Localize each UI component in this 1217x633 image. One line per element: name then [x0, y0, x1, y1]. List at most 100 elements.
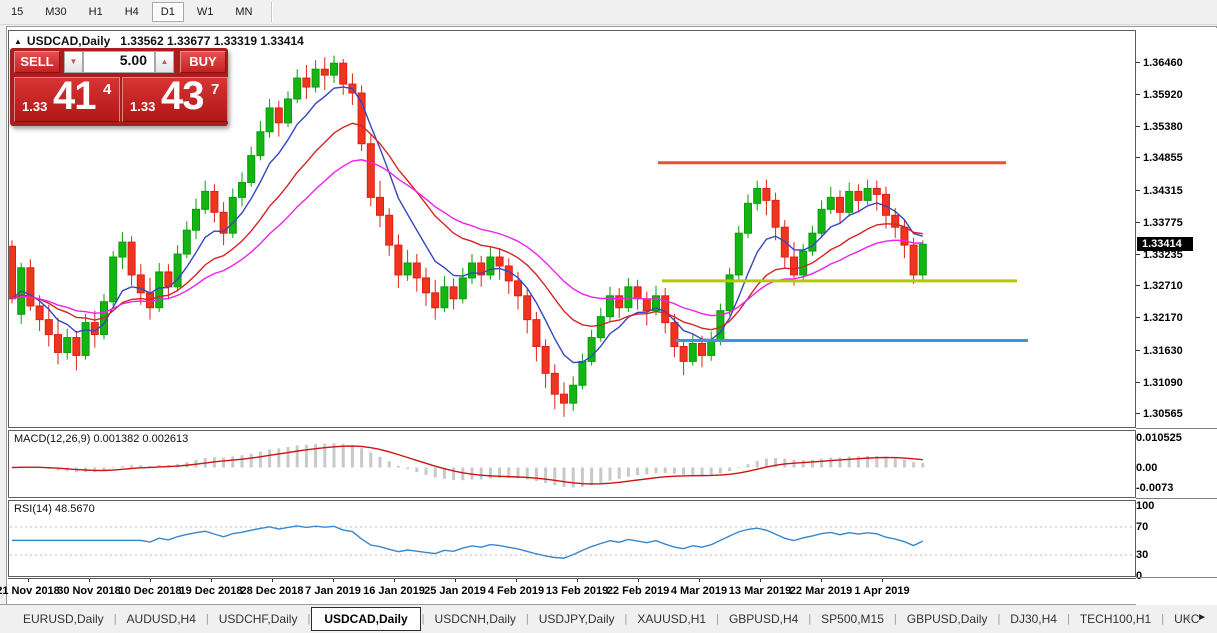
- volume-input[interactable]: 5.00: [83, 51, 155, 73]
- date-label: 1 Apr 2019: [854, 585, 910, 597]
- date-tick: [394, 579, 395, 582]
- date-label: 28 Dec 2018: [240, 585, 304, 597]
- chart-tab-tech100-h1[interactable]: TECH100,H1: [1079, 612, 1152, 626]
- one-click-trade-panel: SELL ▼ 5.00 ▲ BUY 1.33 41 4 1.33 43 7: [10, 48, 228, 126]
- chart-tab-usdcnh-daily[interactable]: USDCNH,Daily: [434, 612, 516, 626]
- rsi-label: RSI(14) 48.5670: [14, 503, 95, 515]
- chart-ohlc-values: 1.33562 1.33677 1.33319 1.33414: [120, 34, 304, 48]
- tab-scroll-left-icon[interactable]: ◄: [1183, 613, 1198, 622]
- buy-price-big: 43: [161, 74, 204, 118]
- tab-scroll-arrows: ◄►: [1183, 612, 1213, 623]
- chart-symbol: USDCAD,Daily: [26, 34, 111, 48]
- chart-tab-xauusd-h1[interactable]: XAUUSD,H1: [637, 612, 707, 626]
- timeframe-button-mn[interactable]: MN: [235, 6, 253, 18]
- chart-tab-dj30-h4[interactable]: DJ30,H4: [1010, 612, 1057, 626]
- date-label: 13 Feb 2019: [545, 585, 609, 597]
- panel-separator: [1136, 428, 1217, 429]
- chart-tab-sp500-m15[interactable]: SP500,M15: [821, 612, 884, 626]
- price-tick: 1.30565: [1136, 408, 1183, 420]
- timeframe-button-15[interactable]: 15: [11, 6, 24, 18]
- timeframe-button-d1[interactable]: D1: [151, 2, 184, 22]
- date-label: 21 Nov 2018: [0, 585, 60, 597]
- tab-separator: |: [525, 613, 529, 625]
- rsi-indicator-panel[interactable]: RSI(14) 48.5670: [8, 500, 1136, 577]
- timeframe-toolbar: 15 M30 H1 H4 D1 W1 MN: [0, 0, 1217, 25]
- tab-scroll-right-icon[interactable]: ►: [1197, 612, 1213, 623]
- sell-quote-button[interactable]: 1.33 41 4: [14, 74, 120, 122]
- panel-separator: [1136, 498, 1217, 499]
- date-label: 25 Jan 2019: [424, 585, 486, 597]
- panel-separator: [1136, 577, 1217, 578]
- timeframe-button-h4[interactable]: H4: [124, 6, 139, 18]
- date-tick: [28, 579, 29, 582]
- date-tick: [760, 579, 761, 582]
- volume-decrease-button[interactable]: ▼: [64, 51, 83, 73]
- price-tick: 1.33775: [1136, 217, 1183, 229]
- tab-separator: |: [307, 613, 311, 625]
- timeframe-button-m30[interactable]: M30: [45, 6, 67, 18]
- tab-separator: |: [624, 613, 628, 625]
- tab-separator: |: [205, 613, 209, 625]
- date-tick: [211, 579, 212, 582]
- date-tick: [638, 579, 639, 582]
- buy-button[interactable]: BUY: [180, 51, 226, 73]
- tab-separator: |: [716, 613, 719, 625]
- price-tick: 1.36460: [1136, 57, 1183, 69]
- current-price-badge: 1.33414: [1137, 237, 1193, 252]
- price-tick: 1.31630: [1136, 345, 1183, 357]
- price-tick: 1.32710: [1136, 280, 1183, 292]
- date-tick: [821, 579, 822, 582]
- date-tick: [89, 579, 90, 582]
- price-tick: 1.34315: [1136, 185, 1183, 197]
- rsi-chart: [10, 525, 1132, 559]
- macd-axis-tick: 0.010525: [1136, 432, 1182, 444]
- price-tick: 1.35920: [1136, 89, 1183, 101]
- tab-separator: |: [113, 613, 117, 625]
- date-tick: [577, 579, 578, 582]
- macd-label: MACD(12,26,9) 0.001382 0.002613: [14, 433, 189, 445]
- tab-separator: |: [808, 613, 812, 625]
- price-tick: 1.33235: [1136, 249, 1183, 261]
- date-label: 16 Jan 2019: [363, 585, 425, 597]
- collapse-triangle-icon[interactable]: ▲: [14, 37, 22, 46]
- sell-price-prefix: 1.33: [22, 99, 48, 114]
- date-tick: [272, 579, 273, 582]
- date-label: 4 Mar 2019: [670, 585, 728, 597]
- sell-button[interactable]: SELL: [14, 51, 60, 73]
- date-tick: [882, 579, 883, 582]
- timeframe-button-w1[interactable]: W1: [196, 6, 214, 18]
- chart-tab-usdjpy-daily[interactable]: USDJPY,Daily: [538, 612, 615, 626]
- price-tick: 1.31090: [1136, 377, 1183, 389]
- date-label: 13 Mar 2019: [728, 585, 792, 597]
- date-label: 10 Dec 2018: [118, 585, 182, 597]
- timeframe-button-h1[interactable]: H1: [88, 6, 103, 18]
- tab-separator: |: [421, 613, 425, 625]
- macd-axis-tick: -0.0073: [1136, 482, 1174, 494]
- date-tick: [455, 579, 456, 582]
- chart-tab-gbpusd-h4[interactable]: GBPUSD,H4: [728, 612, 799, 626]
- toolbar-separator: [271, 2, 273, 22]
- rsi-axis-tick: 0: [1136, 570, 1143, 582]
- buy-price-pip: 7: [211, 81, 220, 98]
- macd-chart: [10, 443, 925, 488]
- chart-title: ▲ USDCAD,Daily 1.33562 1.33677 1.33319 1.3…: [14, 34, 304, 48]
- buy-quote-button[interactable]: 1.33 43 7: [122, 74, 228, 122]
- volume-increase-button[interactable]: ▲: [155, 51, 174, 73]
- price-chart[interactable]: [9, 31, 1135, 427]
- rsi-axis-tick: 30: [1136, 549, 1149, 561]
- price-tick: 1.32170: [1136, 312, 1183, 324]
- chart-tab-usdchf-daily[interactable]: USDCHF,Daily: [218, 612, 298, 626]
- price-tick: 1.35380: [1136, 121, 1183, 133]
- tab-separator: |: [997, 613, 1001, 625]
- chart-tab-audusd-h4[interactable]: AUDUSD,H4: [126, 612, 196, 626]
- chart-tab-usdcad-daily[interactable]: USDCAD,Daily: [311, 607, 421, 631]
- macd-indicator-panel[interactable]: MACD(12,26,9) 0.001382 0.002613: [8, 430, 1136, 498]
- chart-tab-bar: EURUSD,Daily | AUDUSD,H4 | USDCHF,Daily | USDC…: [0, 604, 1217, 633]
- rsi-axis-tick: 70: [1136, 521, 1149, 533]
- date-label: 7 Jan 2019: [305, 585, 361, 597]
- chart-tab-eurusd-daily[interactable]: EURUSD,Daily: [23, 612, 104, 626]
- chart-tab-ukc[interactable]: UKC: [1174, 612, 1200, 626]
- chart-tab-gbpusd-daily[interactable]: GBPUSD,Daily: [906, 612, 988, 626]
- date-axis: 21 Nov 2018 30 Nov 2018 10 Dec 2018 19 Dec …: [0, 578, 1136, 602]
